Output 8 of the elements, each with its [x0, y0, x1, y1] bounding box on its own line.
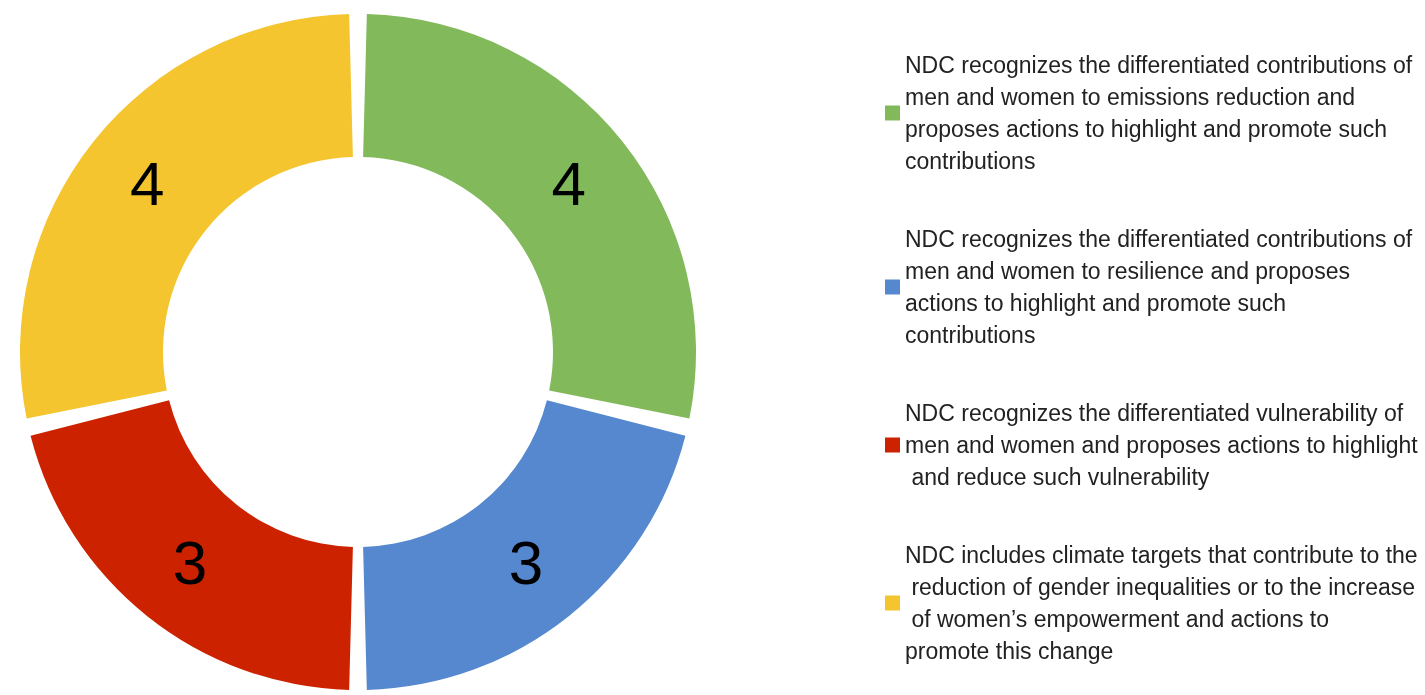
data-label: 3: [508, 528, 544, 598]
data-label: 3: [172, 528, 208, 598]
legend-label: NDC includes climate targets that contribute to the reduction of gender inequalities or to the increase of women’s empowerment and actions to promote this change: [905, 542, 1418, 664]
legend-label: NDC recognizes the differentiated vulnerability of men and women and proposes actions to highlight and reduce such vulnerability: [905, 400, 1419, 490]
data-label: 4: [130, 149, 165, 219]
legend-label: NDC recognizes the differentiated contributions of men and women to emissions reduction and proposes actions to highlight and promote such contributions: [905, 52, 1419, 174]
legend-label: NDC recognizes the differentiated contributions of men and women to resilience and proposes actions to highlight and promote such contributions: [905, 226, 1419, 348]
data-label: 4: [551, 149, 586, 219]
